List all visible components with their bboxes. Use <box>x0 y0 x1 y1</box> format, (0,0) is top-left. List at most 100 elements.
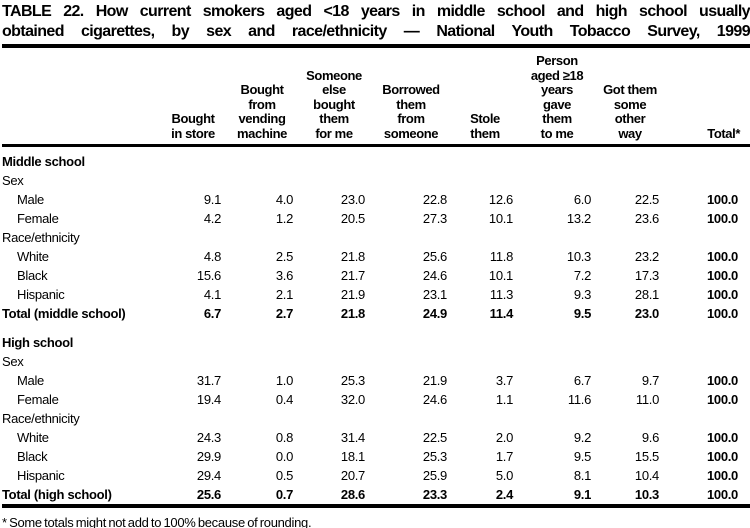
cell: 3.6 <box>275 268 293 283</box>
cell-total: 100.0 <box>706 392 738 407</box>
cell: 6.7 <box>203 306 221 321</box>
cell <box>298 146 370 172</box>
cell <box>160 146 226 172</box>
cell <box>370 146 452 172</box>
cell-total: 100.0 <box>706 287 738 302</box>
cell <box>226 171 298 190</box>
cell: 25.3 <box>340 373 365 388</box>
cell: 9.1 <box>203 192 221 207</box>
cell: 31.7 <box>196 373 221 388</box>
row-label: Race/ethnicity <box>2 411 80 426</box>
cell: 20.7 <box>340 468 365 483</box>
cell: 4.1 <box>203 287 221 302</box>
col-header-stole-them: Stole them <box>452 48 518 147</box>
cell: 24.3 <box>196 430 221 445</box>
table-row-total-high-school: Total (high school) 25.6 0.7 28.6 23.3 2.4 9.1… <box>2 485 750 504</box>
cell: 24.6 <box>422 392 447 407</box>
table-row-sex: Sex <box>2 352 750 371</box>
cell <box>160 228 226 247</box>
cell-total: 100.0 <box>706 249 738 264</box>
cell: 28.6 <box>340 487 365 502</box>
cell: 21.7 <box>340 268 365 283</box>
col-header-person-18-gave-them: Person aged ≥18 years gave them to me <box>518 48 596 147</box>
cell: 0.8 <box>275 430 293 445</box>
cell: 2.4 <box>495 487 513 502</box>
row-label: Black <box>17 449 48 464</box>
table-row-male: Male 31.7 1.0 25.3 21.9 3.7 6.7 9.7 100.0 <box>2 371 750 390</box>
cell <box>298 228 370 247</box>
cell <box>160 323 226 352</box>
cell-total <box>664 228 750 247</box>
cell: 23.0 <box>634 306 659 321</box>
cell: 4.2 <box>203 211 221 226</box>
cell <box>370 352 452 371</box>
cell: 9.6 <box>641 430 659 445</box>
cell: 0.7 <box>275 487 293 502</box>
cell <box>596 146 664 172</box>
cell: 29.9 <box>196 449 221 464</box>
cell: 4.0 <box>275 192 293 207</box>
cell <box>518 352 596 371</box>
cell-total <box>664 409 750 428</box>
table-row-hispanic: Hispanic 29.4 0.5 20.7 25.9 5.0 8.1 10.4 100.0 <box>2 466 750 485</box>
table-body: Middle school Sex Male 9.1 4.0 23.0 22.8 12.6 6.… <box>2 146 750 505</box>
cell <box>160 409 226 428</box>
cell: 17.3 <box>634 268 659 283</box>
table-row-male: Male 9.1 4.0 23.0 22.8 12.6 6.0 22.5 100.0 <box>2 190 750 209</box>
cell: 11.3 <box>489 287 513 302</box>
col-header-total: Total* <box>664 48 750 147</box>
cell: 10.1 <box>488 211 513 226</box>
cell <box>298 409 370 428</box>
table-row-sex: Sex <box>2 171 750 190</box>
cell: 2.1 <box>275 287 293 302</box>
cell <box>596 323 664 352</box>
cell: 9.5 <box>573 306 591 321</box>
title-line-2: obtained cigarettes, by sex and race/eth… <box>2 22 750 40</box>
cell-total <box>664 352 750 371</box>
cell: 9.7 <box>641 373 659 388</box>
cell <box>298 352 370 371</box>
bottom-rule <box>2 504 750 508</box>
col-header-vending-machine: Bought from vending machine <box>226 48 298 147</box>
cell: 1.0 <box>275 373 293 388</box>
row-label: High school <box>2 335 74 350</box>
cell: 11.6 <box>567 392 591 407</box>
cell: 27.3 <box>422 211 447 226</box>
row-label: Male <box>17 373 44 388</box>
table-row-hispanic: Hispanic 4.1 2.1 21.9 23.1 11.3 9.3 28.1 100.0 <box>2 285 750 304</box>
title-line-1: TABLE 22. How current smokers aged <18 y… <box>2 3 750 20</box>
row-label: Hispanic <box>17 468 65 483</box>
cell <box>518 146 596 172</box>
cell-total: 100.0 <box>706 430 738 445</box>
cell: 0.4 <box>275 392 293 407</box>
cell-total <box>664 146 750 172</box>
cell: 23.1 <box>422 287 447 302</box>
cell: 2.7 <box>275 306 293 321</box>
cell-total: 100.0 <box>706 268 738 283</box>
row-label: Middle school <box>2 154 85 169</box>
cell-total <box>664 171 750 190</box>
cell: 22.5 <box>422 430 447 445</box>
cell: 19.4 <box>196 392 221 407</box>
col-header-borrowed-from-someone: Borrowed them from someone <box>370 48 452 147</box>
cell: 10.1 <box>488 268 513 283</box>
cell <box>518 323 596 352</box>
col-header-some-other-way: Got them some other way <box>596 48 664 147</box>
cell <box>596 409 664 428</box>
cell: 25.3 <box>422 449 447 464</box>
cell: 25.6 <box>422 249 447 264</box>
cell: 23.3 <box>422 487 447 502</box>
table-row-white: White 24.3 0.8 31.4 22.5 2.0 9.2 9.6 100.0 <box>2 428 750 447</box>
cell: 25.9 <box>422 468 447 483</box>
cell <box>452 352 518 371</box>
table-row-white: White 4.8 2.5 21.8 25.6 11.8 10.3 23.2 100.0 <box>2 247 750 266</box>
cell: 9.2 <box>573 430 591 445</box>
row-label: Female <box>17 211 59 226</box>
cell: 9.3 <box>573 287 591 302</box>
cell: 23.6 <box>634 211 659 226</box>
row-label: Black <box>17 268 48 283</box>
table-row-female: Female 19.4 0.4 32.0 24.6 1.1 11.6 11.0 100.0 <box>2 390 750 409</box>
cell: 10.4 <box>634 468 659 483</box>
cell <box>596 352 664 371</box>
